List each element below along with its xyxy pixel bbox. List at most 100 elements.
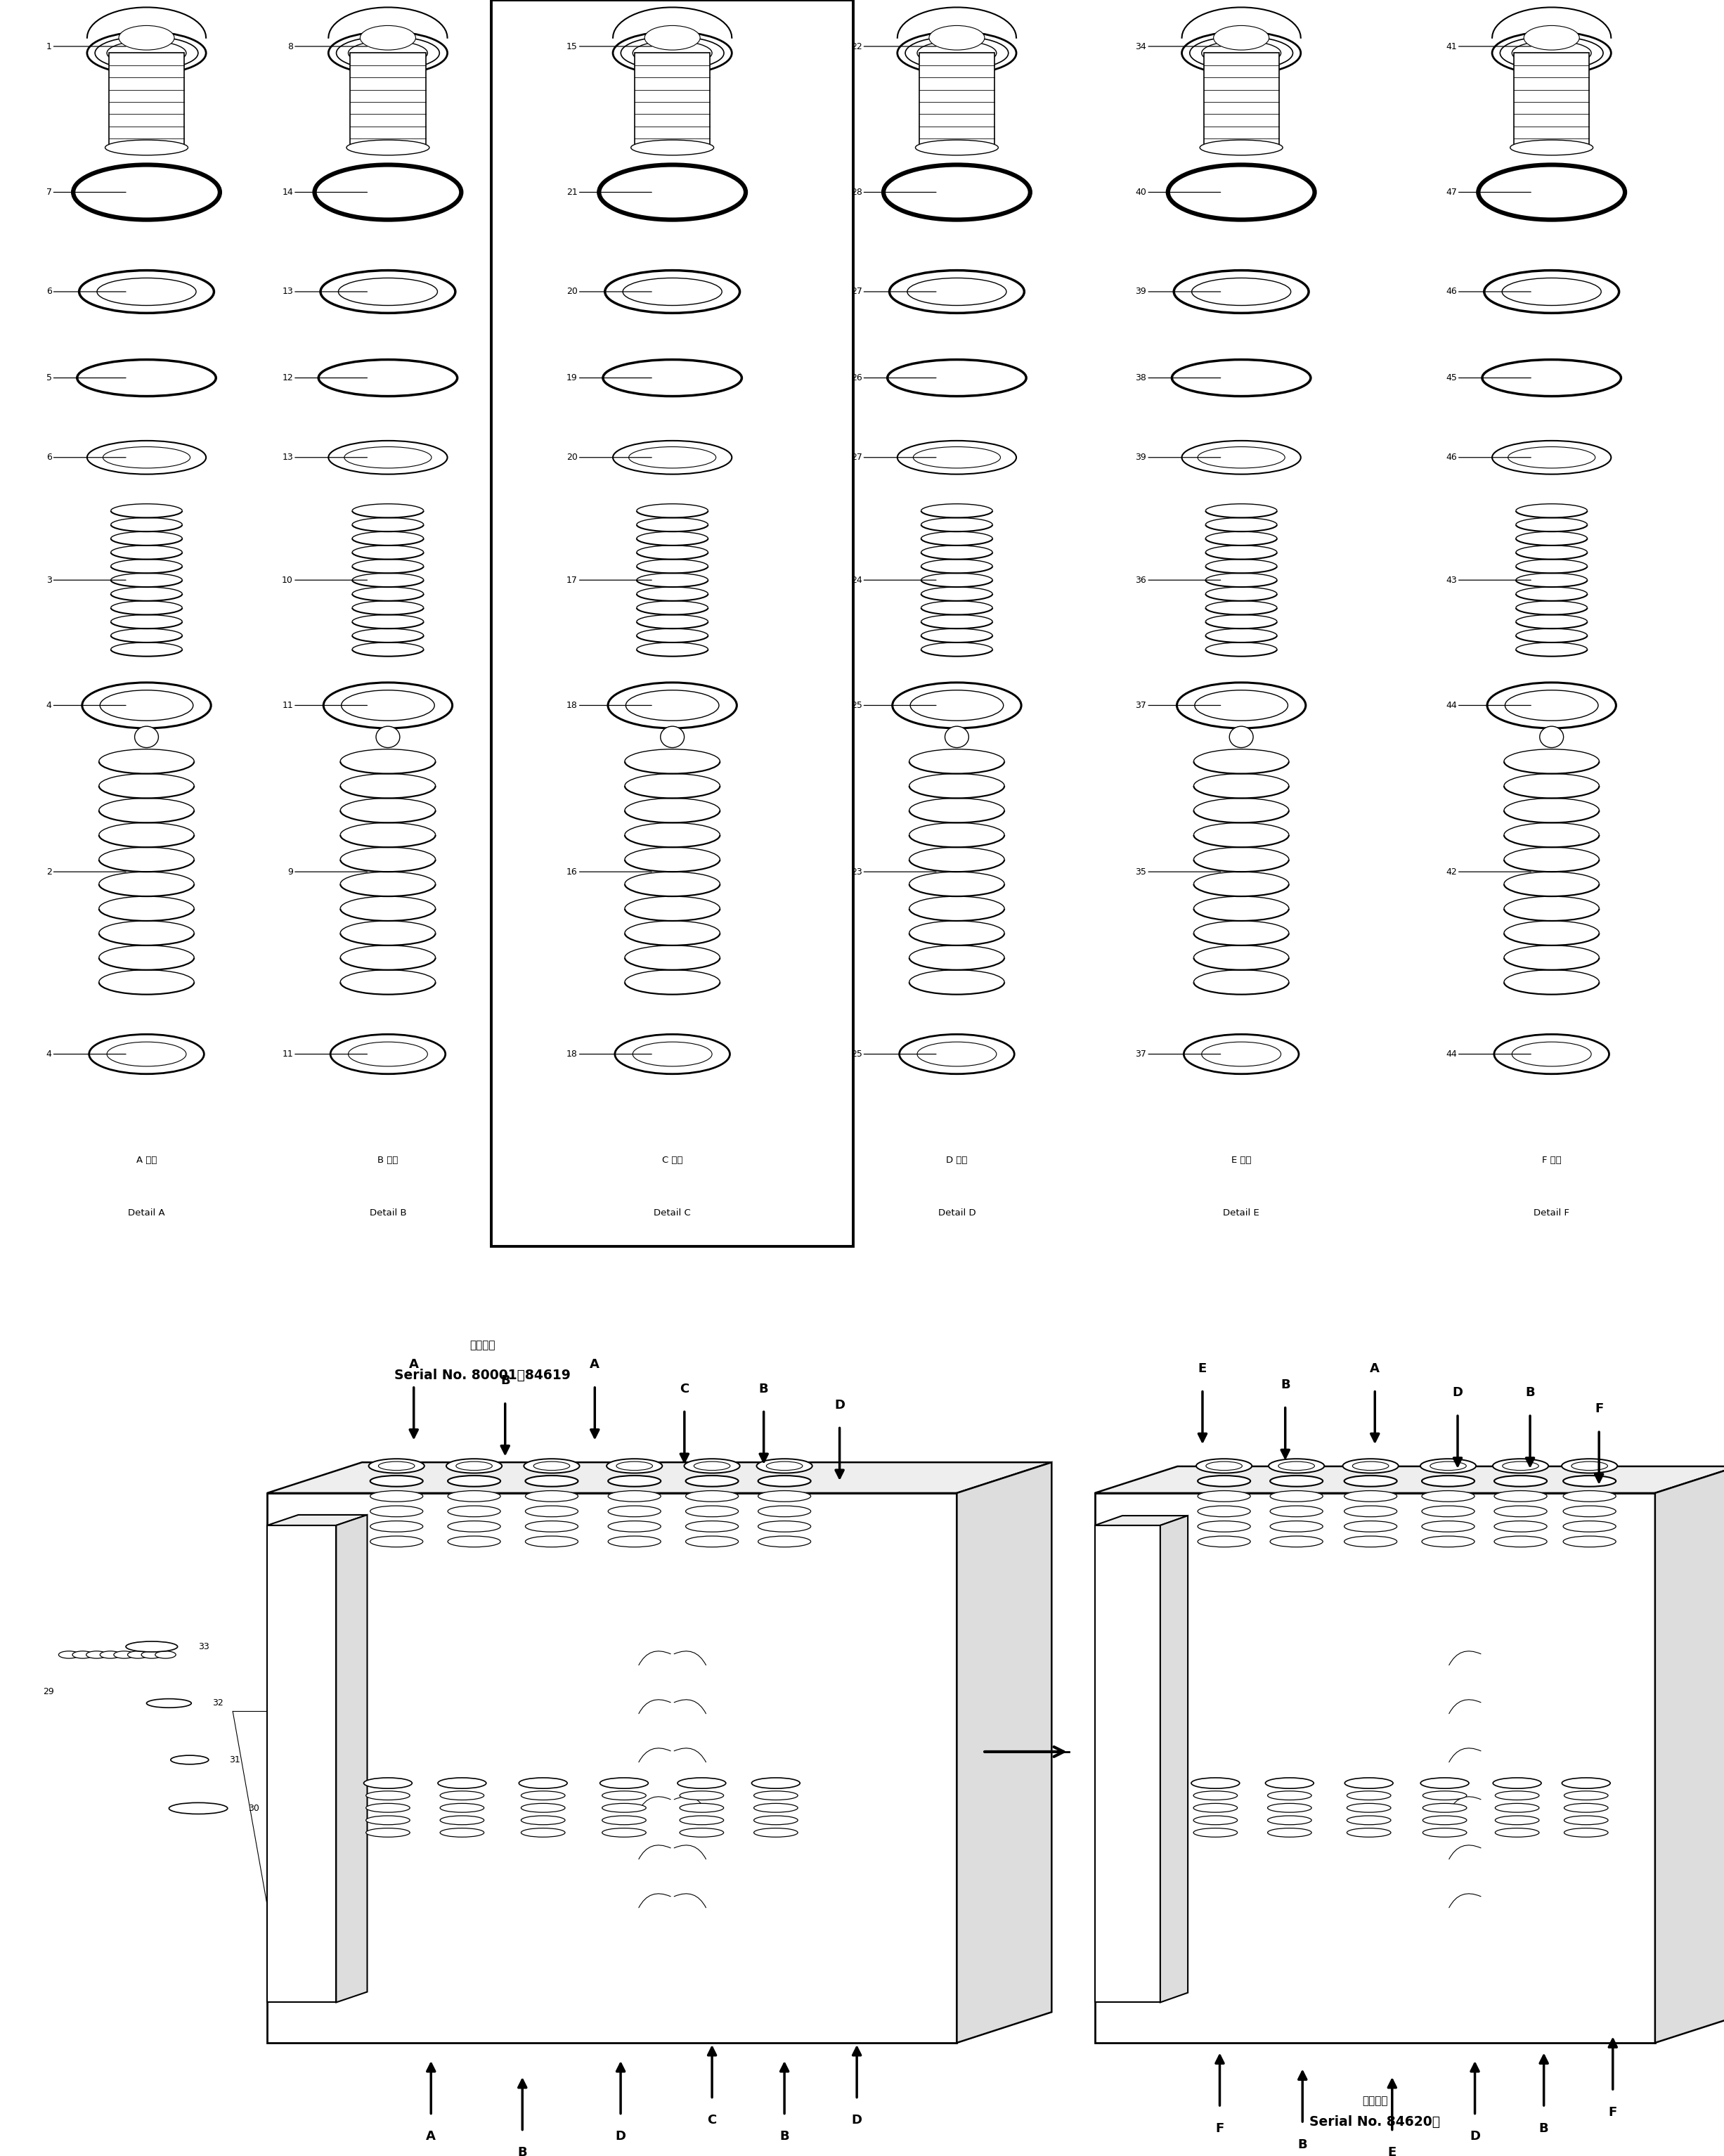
Ellipse shape	[1495, 1035, 1608, 1074]
Ellipse shape	[686, 1520, 738, 1533]
Text: 21: 21	[567, 188, 652, 196]
Ellipse shape	[614, 440, 733, 474]
Ellipse shape	[1572, 1462, 1607, 1470]
Text: 45: 45	[1446, 373, 1531, 382]
Text: D: D	[852, 2113, 862, 2126]
Ellipse shape	[107, 41, 186, 65]
Polygon shape	[1095, 1526, 1160, 2003]
Text: 27: 27	[852, 453, 936, 461]
Ellipse shape	[1477, 164, 1626, 220]
Ellipse shape	[1512, 41, 1591, 65]
Ellipse shape	[678, 1779, 726, 1789]
Ellipse shape	[684, 1460, 740, 1473]
Text: 17: 17	[567, 576, 652, 584]
Text: F 詳細: F 詳細	[1541, 1156, 1562, 1164]
Text: 27: 27	[852, 287, 936, 295]
Ellipse shape	[1193, 1802, 1238, 1813]
Ellipse shape	[929, 26, 984, 50]
Text: 4: 4	[47, 1050, 126, 1059]
Ellipse shape	[1267, 1815, 1312, 1824]
Polygon shape	[957, 1462, 1052, 2044]
Ellipse shape	[1279, 1462, 1314, 1470]
Ellipse shape	[319, 360, 457, 397]
Text: 9: 9	[288, 867, 367, 875]
Text: 35: 35	[1136, 867, 1221, 875]
Ellipse shape	[365, 1802, 410, 1813]
Ellipse shape	[1500, 37, 1603, 69]
Ellipse shape	[603, 360, 741, 397]
Bar	[1514, 54, 1590, 147]
Ellipse shape	[364, 1779, 412, 1789]
Ellipse shape	[1343, 1460, 1398, 1473]
Ellipse shape	[1198, 1475, 1250, 1488]
Ellipse shape	[1495, 1802, 1540, 1813]
Text: 44: 44	[1446, 1050, 1531, 1059]
Text: B: B	[1526, 1386, 1534, 1399]
Ellipse shape	[521, 1815, 565, 1824]
Text: 3: 3	[47, 576, 126, 584]
Ellipse shape	[1493, 1460, 1548, 1473]
Ellipse shape	[759, 1505, 810, 1518]
Ellipse shape	[1540, 727, 1564, 748]
Ellipse shape	[607, 1460, 662, 1473]
Ellipse shape	[914, 446, 1000, 468]
Ellipse shape	[100, 1651, 121, 1658]
Ellipse shape	[534, 1462, 569, 1470]
Ellipse shape	[660, 727, 684, 748]
Text: 15: 15	[567, 41, 652, 52]
Ellipse shape	[1198, 1490, 1250, 1503]
Text: B: B	[1281, 1378, 1290, 1391]
Ellipse shape	[609, 683, 736, 729]
Text: 30: 30	[248, 1805, 259, 1813]
Ellipse shape	[631, 140, 714, 155]
Ellipse shape	[128, 1651, 148, 1658]
Ellipse shape	[107, 1041, 186, 1067]
Ellipse shape	[679, 1828, 724, 1837]
Ellipse shape	[86, 1651, 107, 1658]
Ellipse shape	[88, 440, 207, 474]
Ellipse shape	[141, 1651, 162, 1658]
Text: 23: 23	[852, 867, 936, 875]
Ellipse shape	[893, 683, 1021, 729]
Ellipse shape	[686, 1535, 738, 1548]
Text: C: C	[679, 1382, 690, 1395]
Text: 適用号機: 適用号機	[471, 1341, 495, 1350]
Ellipse shape	[90, 1035, 203, 1074]
Text: 34: 34	[1136, 41, 1221, 52]
Ellipse shape	[371, 1505, 422, 1518]
Polygon shape	[1095, 1466, 1724, 1492]
Text: Detail F: Detail F	[1534, 1210, 1569, 1218]
Text: 29: 29	[43, 1686, 53, 1697]
Bar	[1203, 54, 1279, 147]
Ellipse shape	[753, 1802, 798, 1813]
Text: B 詳細: B 詳細	[378, 1156, 398, 1164]
Ellipse shape	[1167, 164, 1315, 220]
Ellipse shape	[759, 1475, 810, 1488]
Ellipse shape	[753, 1815, 798, 1824]
Ellipse shape	[1495, 1535, 1546, 1548]
Ellipse shape	[1493, 32, 1610, 75]
Bar	[634, 54, 710, 147]
Ellipse shape	[602, 1828, 646, 1837]
Ellipse shape	[1524, 26, 1579, 50]
Ellipse shape	[83, 683, 210, 729]
Ellipse shape	[602, 1792, 646, 1800]
Ellipse shape	[1495, 1792, 1540, 1800]
Ellipse shape	[448, 1475, 500, 1488]
Ellipse shape	[371, 1490, 422, 1503]
Ellipse shape	[753, 1792, 798, 1800]
Ellipse shape	[1265, 1779, 1314, 1789]
Ellipse shape	[602, 1802, 646, 1813]
Ellipse shape	[336, 37, 440, 69]
Bar	[109, 54, 184, 147]
Ellipse shape	[898, 440, 1017, 474]
Ellipse shape	[1345, 1535, 1396, 1548]
Ellipse shape	[767, 1462, 802, 1470]
Ellipse shape	[1271, 1535, 1322, 1548]
Ellipse shape	[126, 1641, 178, 1651]
Ellipse shape	[621, 37, 724, 69]
Ellipse shape	[686, 1505, 738, 1518]
Ellipse shape	[898, 32, 1017, 75]
Polygon shape	[1095, 1516, 1188, 1526]
Ellipse shape	[1564, 1475, 1615, 1488]
